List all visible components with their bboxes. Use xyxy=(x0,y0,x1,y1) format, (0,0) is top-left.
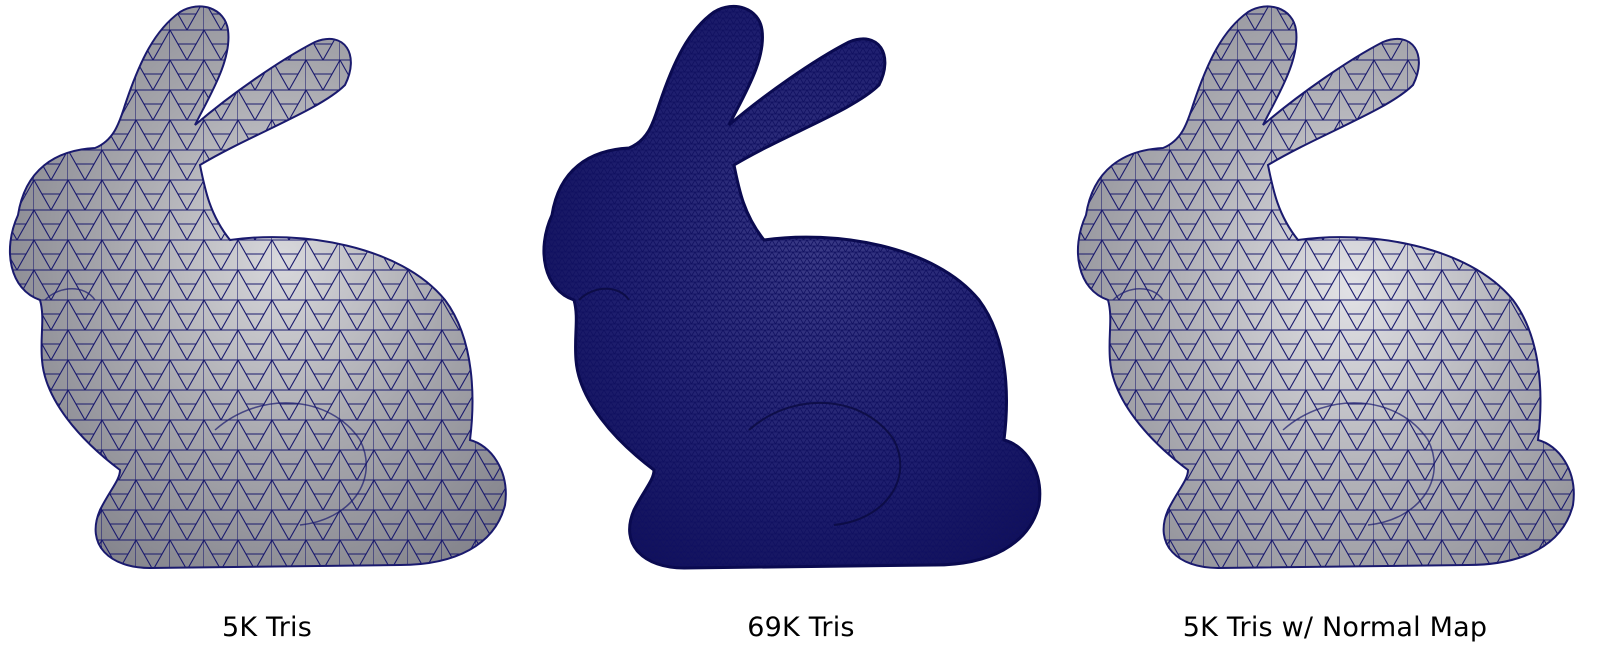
caption-high-poly: 69K Tris xyxy=(747,612,855,643)
bunny-panel-low: 5K Tris xyxy=(0,0,534,667)
bunny-panel-high: 69K Tris xyxy=(534,0,1068,667)
bunny-panel-normal-map: 5K Tris w/ Normal Map xyxy=(1068,0,1602,667)
bunny-normal-map-image xyxy=(1076,5,1575,569)
caption-low-poly: 5K Tris xyxy=(221,612,313,643)
caption-normal-map: 5K Tris w/ Normal Map xyxy=(1182,612,1488,643)
bunny-high-mesh-image xyxy=(542,4,1042,570)
bunny-low-mesh-image xyxy=(8,5,507,569)
